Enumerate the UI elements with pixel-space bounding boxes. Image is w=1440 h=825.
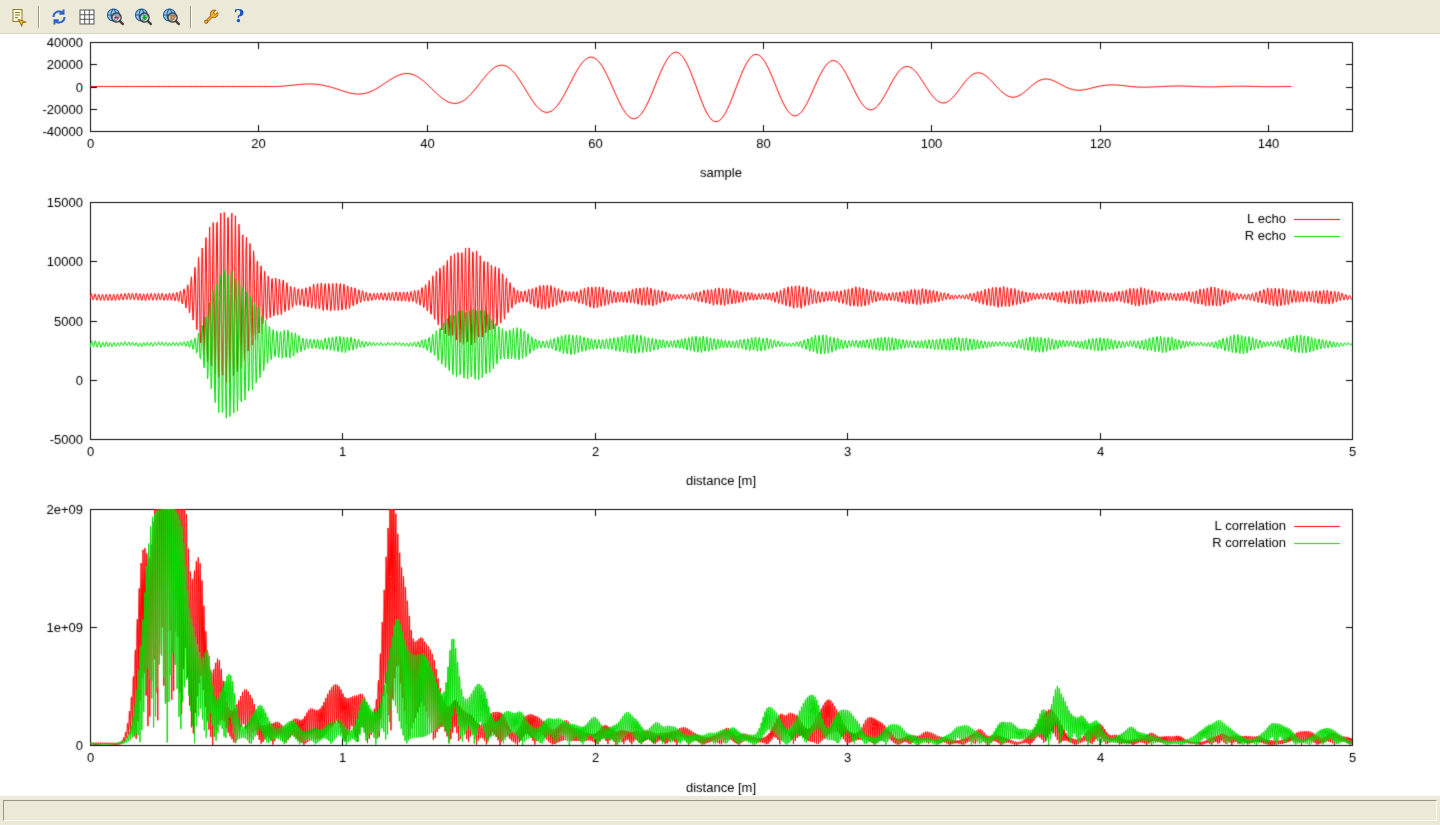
plot-area[interactable]	[0, 34, 1440, 795]
help-button[interactable]: ?	[225, 3, 253, 30]
copy-to-clipboard-icon	[12, 8, 28, 27]
status-field	[3, 800, 1437, 821]
configure-button[interactable]	[197, 3, 225, 30]
zoom-next-button[interactable]	[129, 3, 157, 30]
toolbar-separator	[190, 5, 192, 28]
toggle-grid-button[interactable]	[73, 3, 101, 30]
autoscale-button[interactable]	[157, 3, 185, 30]
zoom-next-icon	[135, 8, 152, 25]
toggle-grid-icon	[79, 9, 95, 24]
zoom-previous-button[interactable]	[101, 3, 129, 30]
toolbar-separator	[38, 5, 40, 28]
configure-icon	[204, 9, 219, 24]
autoscale-icon	[163, 8, 180, 25]
status-bar	[0, 795, 1440, 825]
replot-icon	[52, 9, 66, 24]
help-icon: ?	[233, 5, 245, 27]
plots-canvas[interactable]	[0, 34, 1440, 795]
replot-button[interactable]	[45, 3, 73, 30]
toolbar: ?	[0, 0, 1440, 34]
copy-to-clipboard-button[interactable]	[5, 3, 33, 30]
zoom-previous-icon	[107, 8, 124, 25]
